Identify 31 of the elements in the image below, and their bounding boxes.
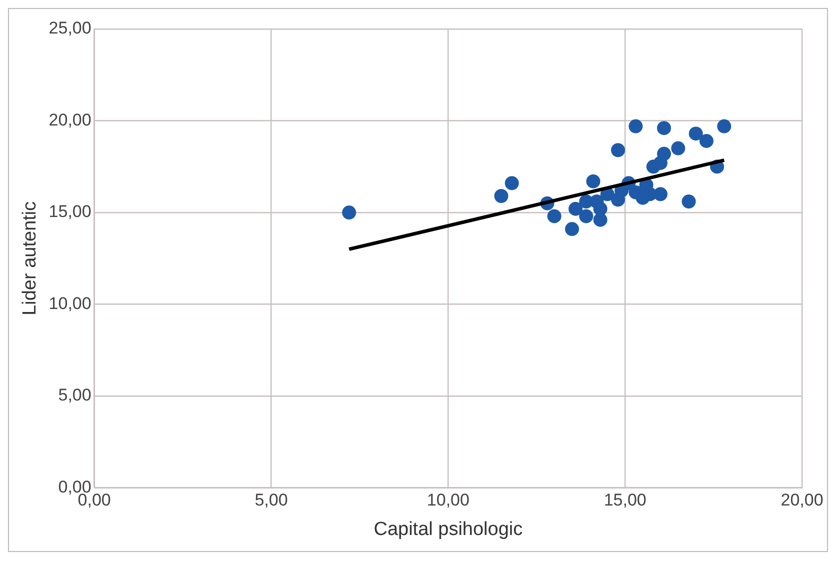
point bbox=[565, 222, 580, 236]
point bbox=[699, 134, 714, 148]
x-tick-label: 20,00 bbox=[780, 490, 824, 510]
point bbox=[611, 143, 626, 158]
x-tick-label: 5,00 bbox=[254, 490, 288, 510]
y-tick-label: 25,00 bbox=[48, 18, 92, 38]
point bbox=[646, 160, 660, 174]
point bbox=[342, 206, 356, 220]
x-tick-label: 15,00 bbox=[604, 490, 646, 510]
point bbox=[579, 209, 594, 224]
y-tick-label: 20,00 bbox=[48, 110, 92, 130]
point bbox=[671, 141, 686, 156]
point bbox=[568, 202, 583, 216]
point bbox=[653, 187, 668, 202]
point bbox=[688, 126, 703, 141]
x-axis-title: Capital psihologic bbox=[374, 518, 523, 540]
x-tick-label: 10,00 bbox=[426, 490, 470, 510]
y-axis-title: Lider autentic bbox=[20, 201, 41, 316]
point bbox=[547, 209, 562, 224]
y-tick-label: 15,00 bbox=[48, 202, 92, 222]
y-tick-label: 0,00 bbox=[58, 477, 92, 496]
point bbox=[682, 194, 696, 209]
point bbox=[657, 121, 672, 136]
point bbox=[628, 119, 643, 134]
point bbox=[586, 174, 600, 188]
y-tick-label: 5,00 bbox=[58, 386, 92, 405]
point bbox=[717, 119, 732, 134]
y-tick-label: 10,00 bbox=[48, 294, 92, 313]
point bbox=[504, 176, 519, 190]
point bbox=[494, 189, 508, 204]
point bbox=[590, 194, 604, 209]
